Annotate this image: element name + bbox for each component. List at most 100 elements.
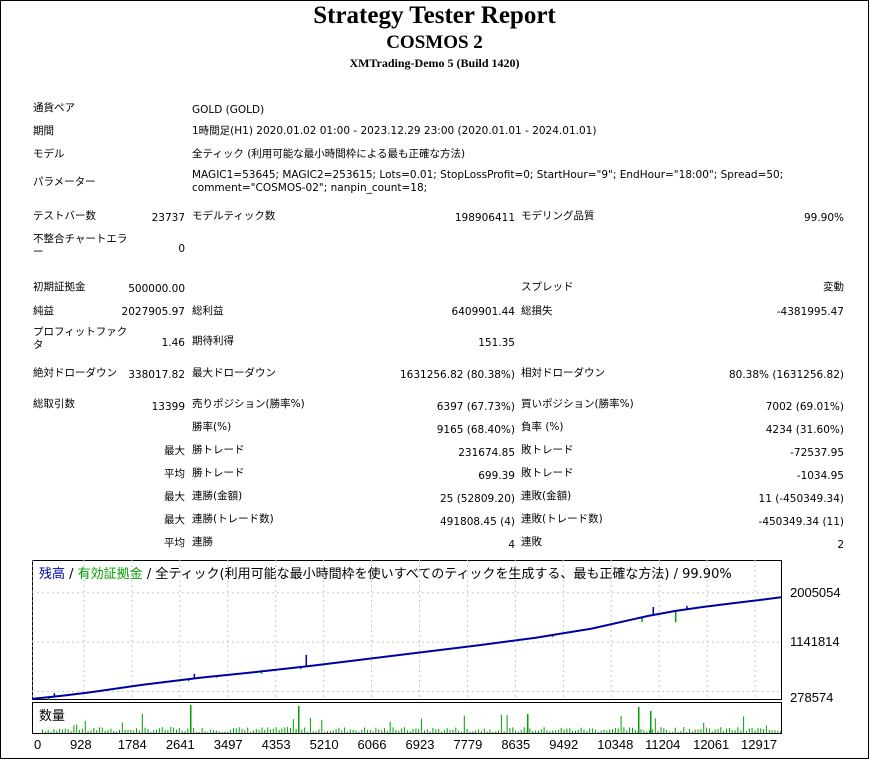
x-tick-label: 8635: [501, 737, 531, 752]
volume-bar: [96, 730, 98, 733]
x-tick-label: 1784: [117, 737, 147, 752]
legend-equity: 有効証拠金: [77, 567, 143, 582]
volume-bar: [566, 728, 568, 733]
volume-bar: [147, 728, 149, 733]
volume-bar: [651, 729, 653, 733]
volume-bar: [600, 730, 602, 733]
volume-bar: [275, 727, 277, 733]
trades-label: 総取引数: [33, 398, 75, 410]
volume-bar: [717, 729, 719, 733]
volume-bar: [731, 730, 733, 733]
volume-bar: [73, 725, 75, 733]
volume-bar: [546, 730, 548, 733]
volume-bar: [218, 731, 220, 733]
volume-bar: [42, 729, 43, 733]
balance-line: [32, 596, 782, 700]
deposit-value: 500000.00: [128, 283, 185, 295]
volume-bar: [150, 731, 152, 733]
volume-bar: [426, 729, 428, 733]
avg-win-label: 勝トレード: [192, 467, 245, 479]
bars-label: テストバー数: [33, 210, 96, 222]
volume-bar: [215, 730, 217, 733]
volume-bar: [304, 727, 306, 733]
volume-bar: [612, 729, 613, 733]
params-label: パラメーター: [33, 176, 96, 188]
volume-bar: [167, 729, 169, 733]
cons-profit-label: 連勝(トレード数): [192, 513, 274, 525]
largest-win-label: 勝トレード: [192, 444, 245, 456]
volume-bar: [338, 727, 340, 733]
volume-bar: [195, 731, 197, 733]
volume-bar: [694, 729, 696, 733]
volume-bar: [726, 728, 727, 733]
volume-bar: [375, 727, 377, 733]
volume-bar: [503, 731, 505, 733]
volume-bar: [498, 730, 499, 733]
volume-bar: [133, 730, 135, 733]
volume-bar: [489, 729, 491, 733]
volume-bar: [392, 727, 394, 733]
chart-legend: 残高 / 有効証拠金 / 全ティック(利用可能な最小時間枠を使いすべてのティック…: [39, 563, 732, 582]
symbol-value: GOLD (GOLD): [192, 104, 265, 116]
volume-bar: [760, 728, 762, 733]
expected-value: 151.35: [478, 337, 515, 349]
volume-bar: [47, 729, 49, 733]
volume-bar: [295, 728, 297, 733]
mismatch-label: 不整合チャートエラー: [33, 233, 128, 258]
volume-bar: [535, 730, 537, 733]
volume-label: 数量: [39, 709, 66, 724]
volume-bar: [680, 731, 682, 733]
volume-bar: [441, 731, 442, 733]
x-tick-label: 12917: [741, 737, 778, 752]
volume-bar: [99, 727, 100, 733]
gross-loss-label: 総損失: [521, 305, 553, 317]
y-tick-label: 1141814: [790, 634, 840, 650]
volume-bar: [700, 729, 702, 733]
volume-bar: [706, 727, 708, 733]
volume-bar: [261, 727, 263, 733]
volume-bar: [409, 731, 411, 733]
volume-bar: [327, 731, 328, 733]
volume-bar: [543, 727, 545, 733]
volume-bar: [646, 731, 648, 733]
volume-bar: [70, 731, 72, 733]
x-tick-label: 6923: [405, 737, 435, 752]
volume-bar: [777, 730, 779, 733]
volume-bar: [592, 728, 594, 733]
volume-bar: [492, 732, 494, 733]
volume-bar: [443, 730, 445, 733]
chart-border: [32, 560, 782, 700]
volume-bar: [235, 728, 237, 733]
cons-wins-amt-value: 25 (52809.20): [440, 493, 515, 505]
volume-bar: [213, 730, 214, 733]
x-tick-label: 928: [69, 737, 92, 752]
volume-bar: [686, 731, 688, 733]
volume-bar: [247, 727, 249, 733]
volume-bar: [617, 728, 619, 733]
volume-bar: [233, 728, 234, 733]
largest-win-value: 231674.85: [458, 447, 515, 459]
volume-bar: [512, 727, 514, 733]
volume-bar: [193, 727, 195, 733]
volume-bar: [398, 730, 400, 733]
volume-bar: [84, 720, 86, 733]
volume-bar: [614, 728, 616, 733]
expected-label: 期待利得: [192, 335, 234, 347]
largest-loss-label: 敗トレード: [521, 444, 574, 456]
volume-bar: [606, 730, 608, 733]
volume-bar: [549, 731, 551, 733]
volume-bar: [53, 729, 55, 733]
volume-bar: [332, 730, 334, 733]
mismatch-value: 0: [178, 243, 185, 255]
volume-bar: [290, 727, 291, 733]
volume-bar: [292, 719, 294, 733]
legend-balance: 残高: [39, 567, 66, 582]
volume-bar: [540, 729, 542, 733]
volume-bar: [768, 729, 770, 733]
volume-bar: [258, 730, 260, 733]
volume-bar: [403, 727, 405, 733]
volume-bar: [278, 729, 280, 733]
volume-bar: [634, 730, 636, 733]
volume-bar: [307, 731, 309, 733]
largest-loss-value: -72537.95: [790, 447, 844, 459]
